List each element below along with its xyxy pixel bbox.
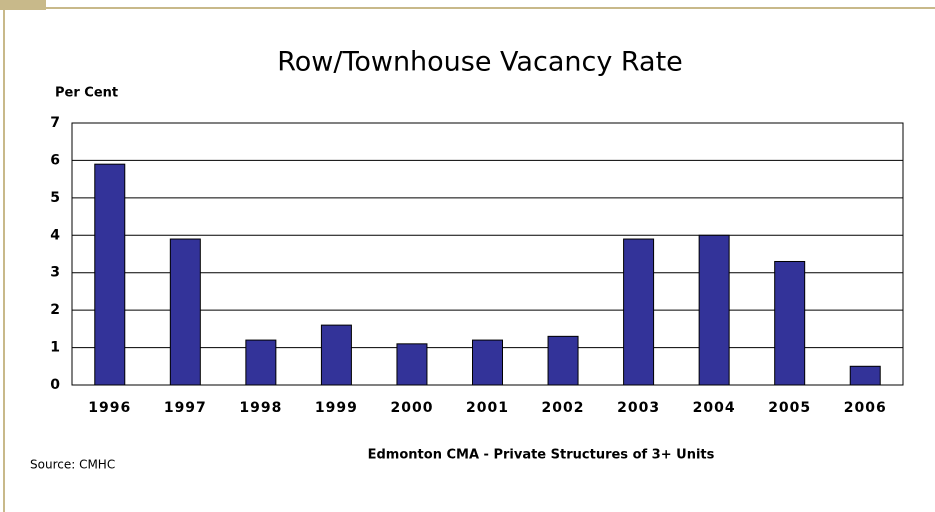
x-tick-label: 1997 (164, 400, 207, 416)
bar (623, 238, 655, 386)
x-tick-label: 1998 (239, 400, 282, 416)
bar (472, 339, 503, 386)
x-tick-label: 2004 (693, 400, 736, 416)
y-tick-label: 0 (50, 377, 60, 393)
x-tick-label: 2001 (466, 400, 509, 416)
y-axis-label: Per Cent (55, 86, 118, 101)
x-tick-label: 2003 (617, 400, 660, 416)
source: Source: CMHC (30, 458, 115, 472)
x-tick-label: 2000 (390, 400, 433, 416)
x-tick-label: 2002 (542, 400, 585, 416)
bar (94, 163, 126, 386)
bar (774, 260, 806, 386)
bar (547, 335, 579, 386)
x-tick-label: 1996 (88, 400, 131, 416)
x-tick-label: 2006 (844, 400, 887, 416)
y-tick-label: 1 (50, 340, 60, 356)
y-tick-label: 5 (50, 190, 60, 206)
y-tick-label: 4 (50, 227, 60, 243)
y-tick-label: 2 (50, 302, 60, 318)
bar (849, 365, 881, 386)
y-tick-label: 7 (50, 115, 60, 131)
x-tick-label: 2005 (768, 400, 811, 416)
corner-block (0, 0, 46, 10)
bar (169, 238, 201, 386)
y-tick-label: 6 (50, 152, 60, 168)
bar (320, 324, 352, 386)
x-tick-label: 1999 (315, 400, 358, 416)
bar (245, 339, 277, 386)
bar (698, 234, 730, 386)
subtitle: Edmonton CMA - Private Structures of 3+ … (368, 448, 715, 463)
bar (396, 343, 428, 386)
chart-title: Row/Townhouse Vacancy Rate (277, 47, 683, 78)
y-tick-label: 3 (50, 265, 60, 281)
